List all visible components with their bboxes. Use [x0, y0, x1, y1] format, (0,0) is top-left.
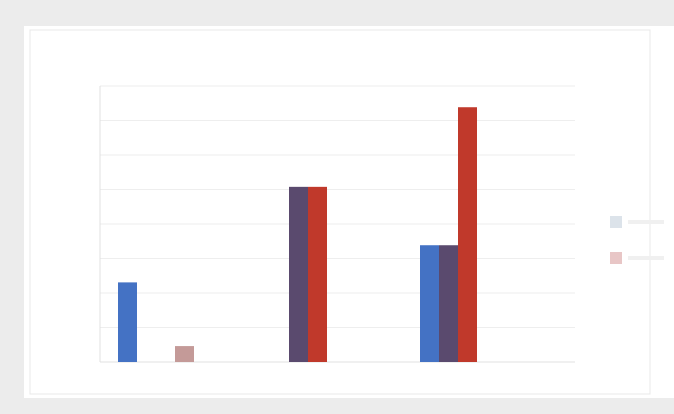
sheet-bottom-band: [0, 398, 674, 414]
bar-series-4-category-1: [175, 346, 194, 362]
bar-series-1-category-1: [118, 282, 137, 362]
bar-series-3-category-3: [458, 107, 477, 362]
bar-series-1-category-3: [420, 245, 439, 362]
bar-series-2-category-3: [439, 245, 458, 362]
bar-series-2-category-2: [289, 186, 308, 362]
legend: [610, 216, 664, 264]
sheet-column-header-band: [0, 0, 674, 26]
legend-swatch: [610, 252, 622, 264]
legend-label-placeholder: [628, 256, 664, 260]
bar-series-3-category-2: [308, 186, 327, 362]
legend-label-placeholder: [628, 220, 664, 224]
legend-swatch: [610, 216, 622, 228]
bars: [118, 107, 477, 362]
sheet-row-header-band: [0, 0, 24, 414]
